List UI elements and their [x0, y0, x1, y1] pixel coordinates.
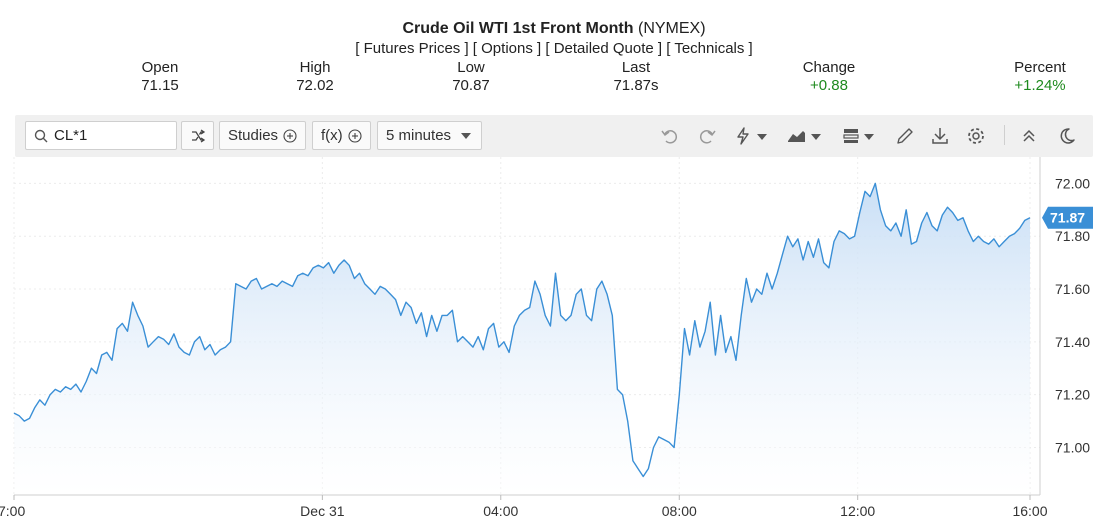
plus-circle-icon	[348, 128, 362, 143]
y-tick-label: 71.80	[1055, 228, 1090, 244]
shuffle-icon	[190, 128, 206, 144]
last-price-marker: 71.87	[1042, 206, 1093, 229]
change-label: Change	[802, 59, 856, 76]
link-technicals[interactable]: Technicals	[674, 40, 745, 57]
quote-last: Last 71.87s	[596, 59, 676, 95]
instrument-title: Crude Oil WTI 1st Front Month (NYMEX)	[0, 20, 1108, 38]
open-value: 71.15	[141, 77, 179, 94]
quote-links: [ Futures Prices ] [ Options ] [ Detaile…	[355, 40, 753, 57]
chart-toolbar: Studies f(x) 5 minutes	[15, 115, 1093, 157]
exchange-name: (NYMEX)	[637, 20, 706, 37]
fx-label: f(x)	[321, 127, 343, 144]
pencil-icon[interactable]	[895, 125, 915, 147]
template-icon[interactable]	[842, 125, 878, 147]
studies-button[interactable]: Studies	[219, 121, 307, 150]
plus-circle-icon	[283, 128, 297, 143]
y-tick-label: 71.60	[1055, 281, 1090, 297]
percent-label: Percent	[1014, 59, 1066, 76]
toolbar-divider	[1004, 125, 1005, 145]
last-label: Last	[621, 59, 651, 76]
open-label: Open	[141, 59, 179, 76]
x-axis-ticks: 7:00 Dec 31 04:00 08:00 12:00 16:00	[0, 495, 1048, 519]
compare-button[interactable]	[181, 121, 214, 150]
high-value: 72.02	[296, 77, 334, 94]
undo-icon[interactable]	[660, 125, 680, 147]
percent-value: +1.24%	[1014, 77, 1066, 94]
last-value: 71.87s	[613, 77, 659, 94]
quote-open: Open 71.15	[120, 59, 200, 95]
symbol-input[interactable]	[54, 127, 164, 144]
quote-percent: Percent +1.24%	[1000, 59, 1080, 95]
x-tick-label: 04:00	[483, 503, 518, 519]
symbol-search[interactable]	[25, 121, 177, 150]
collapse-icon[interactable]	[1021, 125, 1037, 147]
interval-select[interactable]: 5 minutes	[377, 121, 482, 150]
price-chart[interactable]: 72.00 71.80 71.60 71.40 71.20 71.00 7:00 Dec 3…	[0, 157, 1108, 526]
last-price-label: 71.87	[1050, 210, 1085, 226]
redo-icon[interactable]	[697, 125, 717, 147]
x-tick-label: Dec 31	[300, 503, 345, 519]
chart-svg: 72.00 71.80 71.60 71.40 71.20 71.00 7:00 Dec 3…	[0, 157, 1093, 519]
price-area	[14, 183, 1030, 495]
interval-label: 5 minutes	[386, 127, 452, 144]
y-tick-label: 72.00	[1055, 175, 1090, 191]
y-tick-label: 71.00	[1055, 439, 1090, 455]
x-tick-label: 12:00	[840, 503, 875, 519]
moon-icon[interactable]	[1057, 125, 1077, 147]
x-tick-label: 08:00	[662, 503, 697, 519]
link-futures-prices[interactable]: Futures Prices	[363, 40, 461, 57]
y-tick-label: 71.20	[1055, 387, 1090, 403]
link-detailed-quote[interactable]: Detailed Quote	[553, 40, 654, 57]
high-label: High	[299, 59, 331, 76]
y-axis-ticks: 72.00 71.80 71.60 71.40 71.20 71.00	[1055, 175, 1090, 455]
change-value: +0.88	[810, 77, 848, 94]
low-label: Low	[457, 59, 485, 76]
link-options[interactable]: Options	[481, 40, 533, 57]
quote-low: Low 70.87	[431, 59, 511, 95]
x-tick-label: 16:00	[1012, 503, 1047, 519]
x-tick-label: 7:00	[0, 503, 25, 519]
quote-high: High 72.02	[275, 59, 355, 95]
lightning-icon[interactable]	[734, 125, 768, 147]
chevron-down-icon	[461, 132, 472, 139]
low-value: 70.87	[452, 77, 490, 94]
quote-change: Change +0.88	[789, 59, 869, 95]
search-icon	[34, 129, 48, 143]
instrument-name: Crude Oil WTI 1st Front Month	[402, 20, 634, 37]
download-icon[interactable]	[930, 125, 950, 147]
price-line	[13, 182, 1031, 478]
gear-icon[interactable]	[966, 125, 986, 147]
studies-label: Studies	[228, 127, 279, 144]
y-tick-label: 71.40	[1055, 334, 1090, 350]
chart-type-icon[interactable]	[787, 125, 823, 147]
fx-button[interactable]: f(x)	[312, 121, 371, 150]
